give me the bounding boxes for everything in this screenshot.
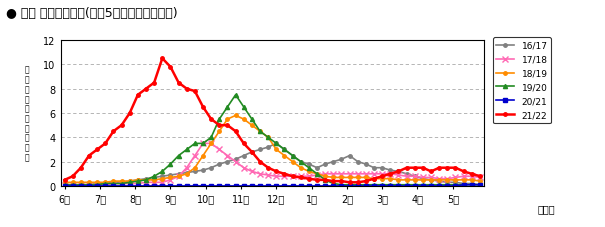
20/21 [460,184,467,186]
Y-axis label: 定
点
当
た
り
患
者
報
告
数: 定 点 当 た り 患 者 報 告 数 [24,66,29,161]
17/18 [61,184,68,186]
20/21 [94,185,101,188]
18/19 [264,136,272,139]
Line: 17/18: 17/18 [62,141,483,188]
16/17 [338,158,345,161]
21/22 [346,181,353,184]
19/20 [452,184,459,186]
17/18 [264,174,272,177]
17/18 [476,176,483,179]
16/17 [452,181,459,184]
21/22 [322,179,329,181]
21/22 [94,148,101,151]
Line: 16/17: 16/17 [63,142,482,187]
19/20 [322,179,329,181]
21/22 [476,175,483,178]
17/18 [200,142,207,145]
16/17 [273,142,280,145]
16/17 [322,163,329,166]
20/21 [61,185,68,188]
Line: 20/21: 20/21 [63,183,482,188]
21/22 [159,58,166,60]
20/21 [330,185,337,188]
18/19 [232,115,239,117]
17/18 [338,173,345,175]
19/20 [208,136,215,139]
17/18 [94,184,101,186]
20/21 [257,185,264,188]
18/19 [476,180,483,183]
18/19 [452,179,459,181]
20/21 [443,185,451,188]
19/20 [94,184,101,186]
16/17 [257,148,264,151]
21/22 [264,167,272,169]
Line: 18/19: 18/19 [63,114,482,184]
16/17 [476,184,483,186]
Legend: 16/17, 17/18, 18/19, 19/20, 20/21, 21/22: 16/17, 17/18, 18/19, 19/20, 20/21, 21/22 [492,38,551,124]
19/20 [61,184,68,186]
17/18 [322,173,329,175]
16/17 [61,184,68,186]
18/19 [322,175,329,178]
19/20 [264,136,272,139]
19/20 [338,184,345,186]
20/21 [208,185,215,188]
Line: 19/20: 19/20 [62,93,482,187]
18/19 [94,181,101,184]
16/17 [208,167,215,169]
18/19 [338,176,345,179]
20/21 [313,185,321,188]
21/22 [338,180,345,183]
20/21 [476,184,483,186]
18/19 [61,181,68,184]
18/19 [208,142,215,145]
17/18 [216,148,223,151]
19/20 [476,184,483,186]
21/22 [289,175,296,178]
Line: 21/22: 21/22 [63,57,482,184]
21/22 [216,124,223,127]
17/18 [452,176,459,179]
Text: ● 県内 週別発生動向(過去5シーズンとの比較): ● 県内 週別発生動向(過去5シーズンとの比較) [6,7,178,20]
Text: （週）: （週） [538,203,555,213]
19/20 [232,94,239,97]
16/17 [94,182,101,185]
21/22 [61,179,68,181]
